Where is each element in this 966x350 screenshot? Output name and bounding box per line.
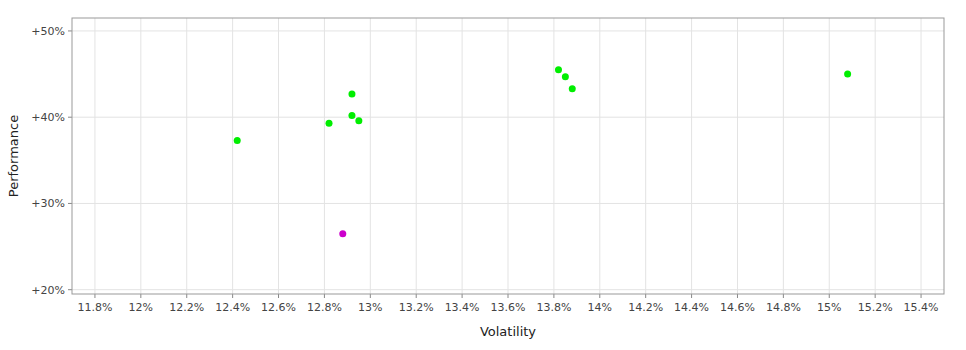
- tick-mark-x: [232, 294, 233, 298]
- plot-area: [72, 18, 944, 294]
- point: [844, 71, 851, 78]
- x-tick-label: 14.2%: [628, 301, 663, 314]
- tick-mark-x: [691, 294, 692, 298]
- x-tick-label: 13.2%: [399, 301, 434, 314]
- tick-labels: 11.8% 12% 12.2% 12.4% 12.6% 12.8% 13% 13.2% 13.4…: [31, 25, 938, 314]
- series: [234, 66, 851, 144]
- tick-mark-x: [278, 294, 279, 298]
- x-tick-label: 15%: [817, 301, 841, 314]
- y-axis-label: Performance: [6, 115, 21, 197]
- grid-line-x: [186, 18, 187, 294]
- tick-mark-y: [68, 30, 72, 31]
- y-tick-label: +40%: [31, 111, 65, 124]
- x-tick-label: 15.4%: [904, 301, 939, 314]
- page: {"chart_data": {"type": "scatter", "xlab…: [0, 0, 966, 350]
- tick-mark-x: [186, 294, 187, 298]
- point: [234, 137, 241, 144]
- tick-mark-x: [921, 294, 922, 298]
- tick-mark-x: [140, 294, 141, 298]
- tick-mark-y: [68, 117, 72, 118]
- grid-line-x: [370, 18, 371, 294]
- grid-line-x: [737, 18, 738, 294]
- tick-mark-x: [324, 294, 325, 298]
- tick-mark-y: [68, 289, 72, 290]
- grid-line-y: [72, 289, 944, 290]
- points: [234, 66, 851, 237]
- grid-line-x: [140, 18, 141, 294]
- point: [569, 85, 576, 92]
- x-tick-label: 12.6%: [261, 301, 296, 314]
- grid-line-x: [508, 18, 509, 294]
- grid-line-y: [72, 117, 944, 118]
- tick-mark-x: [462, 294, 463, 298]
- grid-line-x: [829, 18, 830, 294]
- tick-mark-x: [370, 294, 371, 298]
- grid-line-x: [416, 18, 417, 294]
- tick-mark-x: [645, 294, 646, 298]
- tick-mark-x: [829, 294, 830, 298]
- y-tick-label: +20%: [31, 284, 65, 297]
- x-tick-label: 12.8%: [307, 301, 342, 314]
- point: [339, 230, 346, 237]
- x-tick-label: 13%: [358, 301, 382, 314]
- x-axis-label: Volatility: [480, 324, 536, 339]
- point: [348, 90, 355, 97]
- y-tick-label: +30%: [31, 197, 65, 210]
- grid-line-x: [462, 18, 463, 294]
- chart: 11.8% 12% 12.2% 12.4% 12.6% 12.8% 13% 13.2% 13.4…: [0, 0, 966, 350]
- grid: [72, 18, 944, 294]
- x-tick-label: 14%: [588, 301, 612, 314]
- grid-line-x: [324, 18, 325, 294]
- y-tick-label: +50%: [31, 25, 65, 38]
- grid-line-x: [94, 18, 95, 294]
- grid-line-x: [921, 18, 922, 294]
- tick-mark-x: [508, 294, 509, 298]
- point: [348, 112, 355, 119]
- grid-line-y: [72, 30, 944, 31]
- x-tick-label: 12.2%: [169, 301, 204, 314]
- tick-mark-x: [599, 294, 600, 298]
- tick-mark-x: [416, 294, 417, 298]
- tick-mark-x: [94, 294, 95, 298]
- x-tick-label: 15.2%: [858, 301, 893, 314]
- x-tick-label: 13.8%: [536, 301, 571, 314]
- plot-frame: [72, 18, 944, 294]
- grid-line-x: [691, 18, 692, 294]
- grid-line-x: [599, 18, 600, 294]
- tick-mark-x: [875, 294, 876, 298]
- tick-mark-y: [68, 203, 72, 204]
- point: [355, 117, 362, 124]
- point: [562, 73, 569, 80]
- point: [555, 66, 562, 73]
- tick-mark-x: [783, 294, 784, 298]
- tick-mark-x: [737, 294, 738, 298]
- x-tick-label: 14.6%: [720, 301, 755, 314]
- x-tick-label: 14.4%: [674, 301, 709, 314]
- x-tick-label: 11.8%: [77, 301, 112, 314]
- x-tick-label: 12%: [129, 301, 153, 314]
- grid-line-x: [278, 18, 279, 294]
- x-tick-label: 14.8%: [766, 301, 801, 314]
- x-tick-label: 13.4%: [445, 301, 480, 314]
- grid-line-x: [783, 18, 784, 294]
- point: [326, 120, 333, 127]
- series: [339, 230, 346, 237]
- grid-line-x: [645, 18, 646, 294]
- grid-line-x: [232, 18, 233, 294]
- grid-line-x: [553, 18, 554, 294]
- grid-line-x: [875, 18, 876, 294]
- grid-line-y: [72, 203, 944, 204]
- x-tick-label: 12.4%: [215, 301, 250, 314]
- tick-mark-x: [553, 294, 554, 298]
- x-tick-label: 13.6%: [491, 301, 526, 314]
